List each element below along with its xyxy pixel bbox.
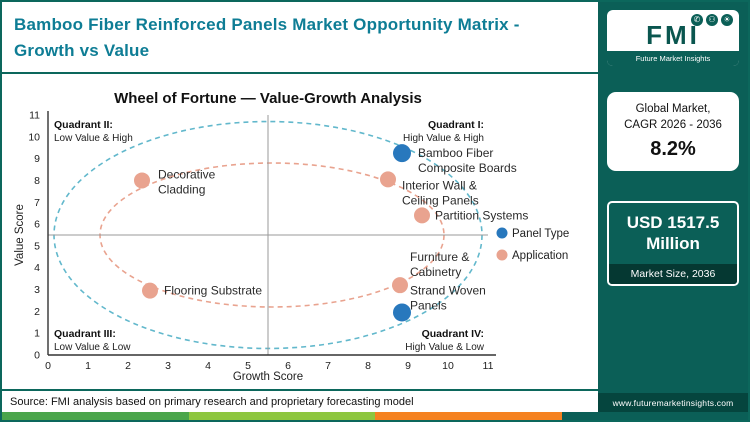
- page-title-line1: Bamboo Fiber Reinforced Panels Market Op…: [14, 15, 520, 34]
- y-axis-label: Value Score: [14, 204, 26, 266]
- page-title-line2: Growth vs Value: [14, 40, 150, 60]
- y-tick-label: 7: [34, 196, 40, 208]
- bulb-icon: ☀: [721, 14, 733, 26]
- footer-stripes: [2, 412, 748, 420]
- x-axis-label: Growth Score: [233, 371, 303, 383]
- x-tick-label: 7: [325, 360, 331, 372]
- x-tick-label: 2: [125, 360, 131, 372]
- quadrant-title: Quadrant I:: [428, 119, 484, 131]
- quadrant-title: Quadrant IV:: [422, 328, 484, 340]
- y-tick-label: 5: [34, 240, 40, 252]
- data-point: [392, 276, 408, 293]
- market-size-card: USD 1517.5 Million Market Size, 2036: [607, 201, 739, 286]
- legend-item-label: Panel Type: [512, 228, 569, 240]
- quadrant-title: Quadrant III:: [54, 328, 116, 340]
- data-point: [414, 206, 430, 223]
- data-point-label: Flooring Substrate: [164, 283, 262, 297]
- legend-item-label: Application: [512, 250, 568, 262]
- footer-stripe-green: [2, 412, 189, 420]
- quadrant-subtitle: Low Value & Low: [54, 342, 131, 353]
- x-tick-label: 1: [85, 360, 91, 372]
- data-point: [393, 302, 411, 321]
- footer-stripe-teal: [561, 412, 748, 420]
- quadrant-subtitle: High Value & Low: [405, 342, 485, 353]
- x-tick-label: 8: [365, 360, 371, 372]
- sidebar: ✆ ⚇ ☀ FMI Future Market Insights Global …: [598, 2, 748, 412]
- cagr-card: Global Market, CAGR 2026 - 2036 8.2%: [607, 92, 739, 172]
- cagr-label-line2: CAGR 2026 - 2036: [624, 118, 722, 131]
- x-tick-label: 6: [285, 360, 291, 372]
- data-point-label: Partition Systems: [435, 208, 528, 222]
- quadrant-title: Quadrant II:: [54, 119, 113, 131]
- y-tick-label: 10: [28, 131, 40, 143]
- y-tick-label: 1: [34, 327, 40, 339]
- legend-swatch: [496, 227, 508, 238]
- footer-stripe-lime: [188, 412, 375, 420]
- data-point-label: Interior Wall & Ceiling Panels: [402, 178, 479, 207]
- chart-title: Wheel of Fortune — Value-Growth Analysis: [114, 90, 422, 107]
- cagr-label-line1: Global Market,: [635, 103, 711, 115]
- content-column: Bamboo Fiber Reinforced Panels Market Op…: [2, 2, 598, 412]
- logo-name: Future Market Insights: [607, 51, 739, 66]
- market-size-value: USD 1517.5 Million: [626, 213, 720, 254]
- y-tick-label: 0: [34, 349, 40, 361]
- body-row: Bamboo Fiber Reinforced Panels Market Op…: [2, 2, 748, 412]
- y-tick-label: 8: [34, 174, 40, 186]
- phone-icon: ✆: [691, 14, 703, 26]
- y-tick-label: 11: [29, 109, 40, 121]
- y-tick-label: 6: [34, 218, 40, 230]
- source-note: Source: FMI analysis based on primary re…: [2, 389, 598, 412]
- x-tick-label: 0: [45, 360, 51, 372]
- logo-icons: ✆ ⚇ ☀: [607, 10, 739, 26]
- legend-swatch: [496, 249, 508, 260]
- data-point-label: Decorative Cladding: [158, 167, 216, 196]
- quadrant-subtitle: Low Value & High: [54, 133, 133, 144]
- person-icon: ⚇: [706, 14, 718, 26]
- scatter-chart: Wheel of Fortune — Value-Growth Analysis…: [14, 90, 569, 383]
- header: Bamboo Fiber Reinforced Panels Market Op…: [2, 2, 598, 74]
- logo-abbr: FMI: [646, 20, 700, 50]
- y-tick-label: 3: [34, 284, 40, 296]
- market-size-label: Market Size, 2036: [609, 263, 737, 284]
- page-title: Bamboo Fiber Reinforced Panels Market Op…: [14, 12, 588, 63]
- data-point: [393, 143, 411, 162]
- data-point: [134, 171, 150, 188]
- fmi-logo: ✆ ⚇ ☀ FMI Future Market Insights: [607, 10, 739, 66]
- x-tick-label: 3: [165, 360, 171, 372]
- data-point-label: Strand Woven Panels: [410, 283, 486, 312]
- y-tick-label: 9: [34, 153, 40, 165]
- website-url: www.futuremarketinsights.com: [598, 393, 748, 412]
- footer-stripe-orange: [375, 412, 562, 420]
- y-tick-label: 2: [34, 305, 40, 317]
- x-tick-label: 4: [205, 360, 211, 372]
- quadrant-subtitle: High Value & High: [403, 133, 484, 144]
- data-point-label: Bamboo Fiber Composite Boards: [418, 146, 517, 175]
- cagr-value: 8.2%: [650, 138, 696, 161]
- x-tick-label: 10: [442, 360, 454, 372]
- y-tick-label: 4: [34, 262, 40, 274]
- data-point-label: Furniture & Cabinetry: [410, 250, 469, 279]
- x-tick-label: 5: [245, 360, 251, 372]
- x-tick-label: 9: [405, 360, 411, 372]
- data-point: [142, 282, 158, 299]
- chart-area: Wheel of Fortune — Value-Growth Analysis…: [2, 74, 598, 389]
- data-point: [380, 170, 396, 187]
- x-tick-label: 11: [483, 360, 494, 372]
